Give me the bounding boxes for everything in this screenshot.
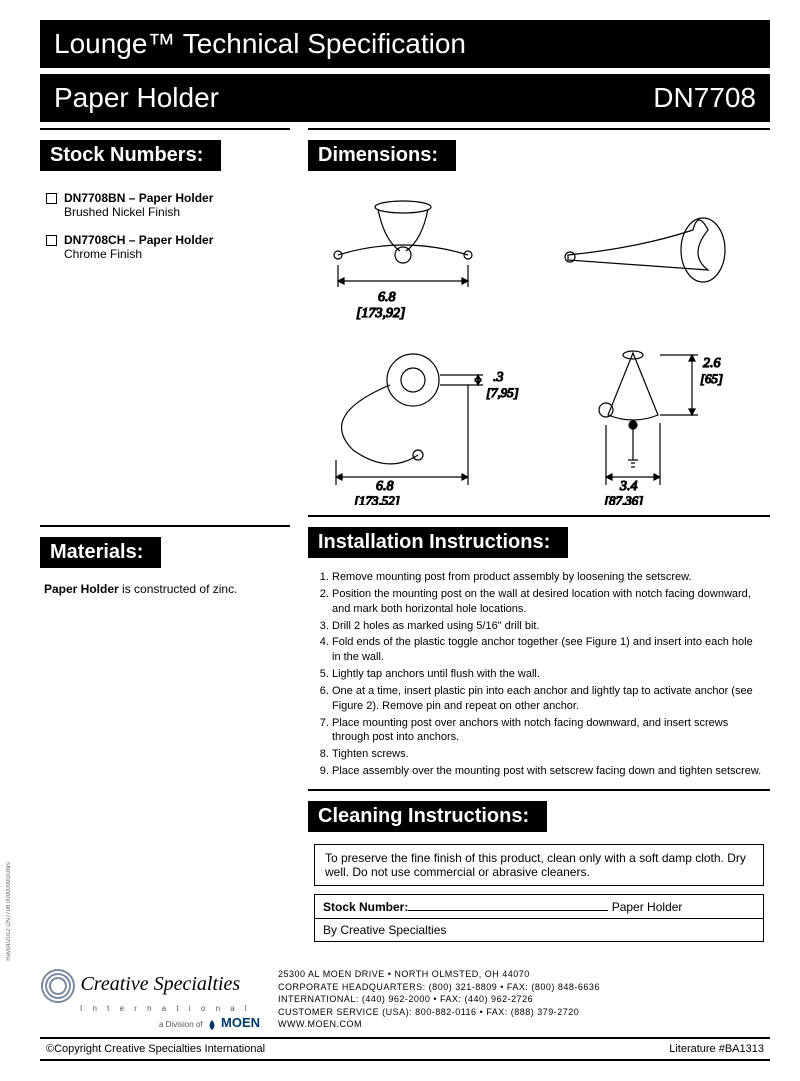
contact-line: WWW.MOEN.COM [278,1018,770,1031]
side-revision-code: Rev04/2012 DN7708 00000000/Uhrs [6,862,12,961]
title-line1: Lounge™ Technical Specification [54,28,756,60]
dim-side-d-mm: [87,36] [604,493,643,505]
title-bar-2: Paper Holder DN7708 [40,74,770,122]
form-stock-row: Stock Number: Paper Holder [315,895,763,918]
dimension-drawings: 6.8 [173,92] [308,179,770,515]
install-steps: Remove mounting post from product assemb… [308,566,770,789]
install-step: Tighten screws. [332,747,764,762]
install-step: Position the mounting post on the wall a… [332,587,764,617]
stock-sku: DN7708BN – Paper Holder [64,191,290,205]
dim-side-h-mm: [65] [700,371,723,386]
materials-body: is constructed of zinc. [119,582,238,596]
brand-block: Creative Specialties I n t e r n a t i o… [40,968,260,1031]
dim-front-w-mm: [173,92] [356,306,405,321]
dim-plan-w-mm: [173,52] [354,493,400,505]
stock-desc: Brushed Nickel Finish [64,205,290,219]
install-step: Fold ends of the plastic toggle anchor t… [332,635,764,665]
spec-form: Stock Number: Paper Holder By Creative S… [314,894,764,942]
stock-item: DN7708BN – Paper Holder Brushed Nickel F… [46,191,290,219]
brand-swirl-icon [40,968,76,1004]
install-step: Remove mounting post from product assemb… [332,570,764,585]
stock-sku: DN7708CH – Paper Holder [64,233,290,247]
section-stock: Stock Numbers: [40,140,221,171]
section-materials: Materials: [40,537,161,568]
section-install: Installation Instructions: [308,527,568,558]
cleaning-text: To preserve the fine finish of this prod… [314,844,764,886]
section-cleaning: Cleaning Instructions: [308,801,547,832]
footer: Creative Specialties I n t e r n a t i o… [40,960,770,1061]
stock-desc: Chrome Finish [64,247,290,261]
brand-division-prefix: a Division of [159,1020,205,1029]
dim-side-d: 3.4 [619,479,638,494]
contact-line: 25300 AL MOEN DRIVE • NORTH OLMSTED, OH … [278,968,770,981]
model-number: DN7708 [653,82,756,114]
dim-plan-h-mm: [7,95] [486,385,519,400]
contact-line: CUSTOMER SERVICE (USA): 800-882-0116 • F… [278,1006,770,1019]
install-step: One at a time, insert plastic pin into e… [332,684,764,714]
install-step: Place assembly over the mounting post wi… [332,764,764,779]
form-stock-blank [408,899,608,911]
copyright-text: ©Copyright Creative Specialties Internat… [46,1043,265,1055]
contact-block: 25300 AL MOEN DRIVE • NORTH OLMSTED, OH … [278,968,770,1031]
dim-plan-h: .3 [493,370,504,385]
install-step: Drill 2 holes as marked using 5/16" dril… [332,619,764,634]
dim-front-w: 6.8 [378,290,396,305]
moen-logo-text: MOEN [221,1015,260,1030]
install-step: Place mounting post over anchors with no… [332,716,764,746]
dim-plan-w: 6.8 [376,479,394,494]
contact-line: CORPORATE HEADQUARTERS: (800) 321-8809 •… [278,981,770,994]
stock-list: DN7708BN – Paper Holder Brushed Nickel F… [40,179,290,261]
stock-item: DN7708CH – Paper Holder Chrome Finish [46,233,290,261]
materials-text: Paper Holder is constructed of zinc. [40,576,290,602]
dim-side-h: 2.6 [703,356,721,371]
product-name: Paper Holder [54,82,219,114]
form-stock-label: Stock Number: [323,900,408,914]
form-by-row: By Creative Specialties [315,918,763,941]
materials-label: Paper Holder [44,582,119,596]
title-bar: Lounge™ Technical Specification [40,20,770,68]
install-step: Lightly tap anchors until flush with the… [332,667,764,682]
literature-number: Literature #BA1313 [669,1043,764,1055]
moen-drop-icon [205,1019,219,1031]
brand-subtitle: I n t e r n a t i o n a l [80,1004,260,1013]
contact-line: INTERNATIONAL: (440) 962-2000 • FAX: (44… [278,993,770,1006]
form-stock-suffix: Paper Holder [612,900,683,914]
brand-name: Creative Specialties [80,973,240,995]
section-dimensions: Dimensions: [308,140,456,171]
